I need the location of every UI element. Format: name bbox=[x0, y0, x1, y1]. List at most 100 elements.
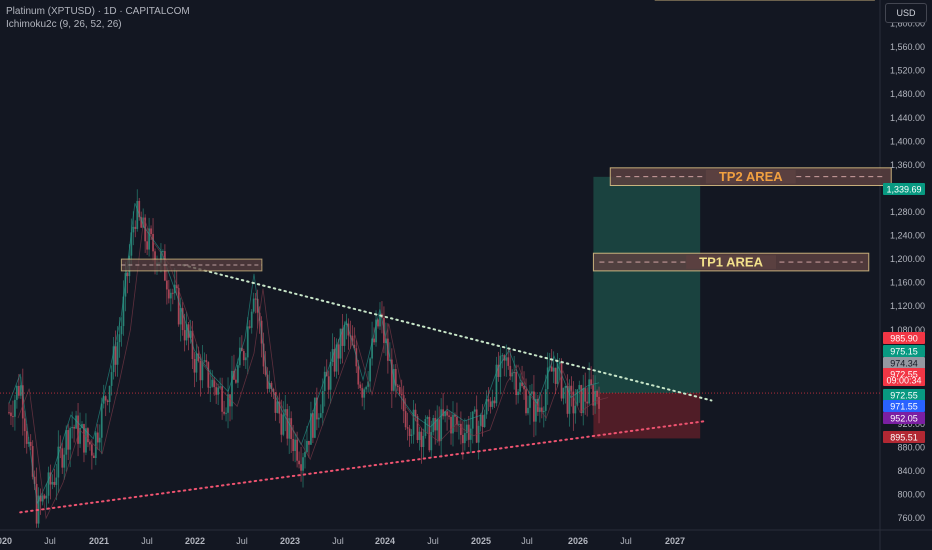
candle-body bbox=[63, 454, 66, 468]
candle-body bbox=[12, 416, 14, 418]
candle-body bbox=[574, 405, 577, 414]
candle-body bbox=[554, 367, 557, 384]
candle-body bbox=[463, 433, 466, 444]
candle-body bbox=[252, 298, 255, 312]
candle-body bbox=[100, 403, 103, 438]
candle-body bbox=[227, 394, 229, 413]
time-tick: 2027 bbox=[665, 536, 685, 546]
price-tick: 1,200.00 bbox=[890, 254, 925, 264]
candle-body bbox=[122, 296, 125, 327]
candle-body bbox=[67, 430, 70, 450]
candle-body bbox=[377, 319, 379, 327]
candle-body bbox=[398, 387, 401, 395]
price-tick: 1,160.00 bbox=[890, 278, 925, 288]
time-tick: Jul bbox=[620, 536, 632, 546]
tp1-label: TP1 AREA bbox=[699, 255, 763, 270]
price-label-bg bbox=[883, 183, 925, 195]
candle-body bbox=[116, 342, 119, 365]
candle-body bbox=[294, 439, 297, 452]
candle-body bbox=[404, 411, 407, 428]
candle-body bbox=[430, 432, 433, 451]
candle-body bbox=[566, 386, 569, 414]
candle-body bbox=[495, 364, 498, 404]
candle-body bbox=[96, 432, 99, 443]
candle-body bbox=[335, 344, 338, 372]
candle-body bbox=[540, 407, 543, 413]
price-tick: 1,080.00 bbox=[890, 325, 925, 335]
candle-body bbox=[333, 349, 336, 372]
candle-body bbox=[85, 428, 87, 453]
candle-body bbox=[560, 362, 563, 399]
candle-body bbox=[244, 357, 247, 361]
candle-body bbox=[315, 397, 318, 420]
candle-body bbox=[493, 400, 496, 404]
time-tick: 2020 bbox=[0, 536, 12, 546]
price-tick: 1,280.00 bbox=[890, 207, 925, 217]
candle-body bbox=[458, 423, 460, 425]
currency-button[interactable]: USD bbox=[885, 3, 927, 23]
candle-body bbox=[126, 273, 129, 277]
candle-body bbox=[542, 410, 545, 413]
ichimoku-line-2 bbox=[17, 217, 609, 520]
candle-body bbox=[193, 359, 196, 373]
candle-body bbox=[594, 390, 596, 406]
candle-body bbox=[331, 349, 334, 363]
candle-body bbox=[235, 379, 237, 383]
candle-body bbox=[25, 431, 28, 444]
indicator-label[interactable]: Ichimoku2c (9, 26, 52, 26) bbox=[6, 19, 122, 30]
price-tick: 1,240.00 bbox=[890, 231, 925, 241]
candle-body bbox=[8, 412, 10, 414]
candle-body bbox=[327, 376, 330, 390]
candle-body bbox=[286, 409, 289, 439]
candle-body bbox=[223, 411, 225, 414]
candle-body bbox=[290, 418, 293, 439]
candle-body bbox=[475, 409, 478, 443]
candle-body bbox=[570, 385, 573, 392]
candle-body bbox=[388, 359, 391, 361]
candle-body bbox=[144, 217, 147, 242]
candle-body bbox=[272, 388, 275, 393]
candle-body bbox=[519, 382, 521, 392]
candle-body bbox=[536, 398, 539, 412]
price-label: 971.55 bbox=[890, 402, 918, 412]
candle-body bbox=[412, 409, 415, 435]
candle-body bbox=[57, 446, 60, 478]
candle-body bbox=[509, 365, 512, 377]
candle-body bbox=[217, 387, 220, 395]
time-tick: Jul bbox=[427, 536, 439, 546]
candle-body bbox=[339, 328, 342, 359]
candle-body bbox=[282, 414, 285, 435]
candle-body bbox=[434, 417, 437, 431]
price-label: 09:00:34 bbox=[886, 376, 921, 386]
candle-body bbox=[365, 386, 368, 390]
candle-body bbox=[598, 396, 600, 409]
candle-body bbox=[448, 415, 450, 417]
time-tick: 2025 bbox=[471, 536, 491, 546]
candle-body bbox=[288, 418, 291, 439]
price-label-bg bbox=[883, 357, 925, 369]
time-tick: 2024 bbox=[375, 536, 395, 546]
candle-body bbox=[211, 379, 214, 387]
candle-body bbox=[213, 379, 216, 388]
candle-body bbox=[521, 382, 523, 386]
candle-body bbox=[499, 355, 502, 377]
target-zone bbox=[593, 176, 701, 394]
candle-body bbox=[15, 385, 18, 400]
candle-body bbox=[459, 423, 462, 435]
candle-body bbox=[353, 344, 356, 349]
candle-body bbox=[51, 481, 54, 485]
price-label: 972.55 bbox=[890, 391, 918, 401]
price-label: 895.51 bbox=[890, 433, 918, 443]
candle-body bbox=[231, 370, 233, 407]
candle-body bbox=[73, 426, 76, 429]
candle-body bbox=[79, 428, 81, 444]
candle-body bbox=[531, 391, 533, 394]
candle-body bbox=[588, 379, 591, 404]
candle-body bbox=[110, 372, 113, 386]
candle-body bbox=[341, 328, 344, 346]
candle-body bbox=[112, 346, 115, 373]
candle-body bbox=[424, 419, 427, 436]
candle-body bbox=[233, 370, 235, 380]
symbol-title[interactable]: Platinum (XPTUSD) · 1D · CAPITALCOM bbox=[6, 6, 190, 17]
